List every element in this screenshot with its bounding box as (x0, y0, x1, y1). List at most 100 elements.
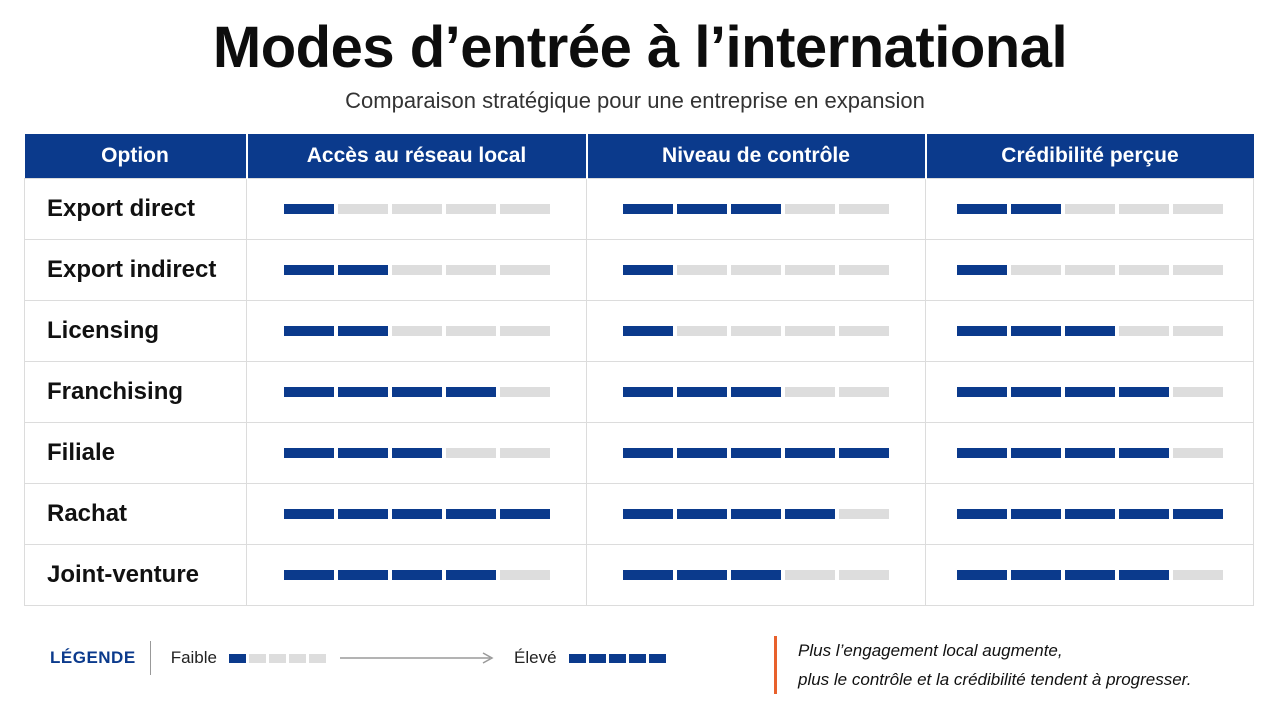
option-name: Rachat (24, 482, 247, 545)
rating-segment-filled (623, 447, 673, 458)
rating-cell (586, 421, 926, 484)
legend-segment-empty (309, 653, 326, 663)
option-name: Licensing (24, 299, 247, 362)
rating-cell (925, 238, 1254, 301)
rating-segment-empty (445, 264, 496, 275)
rating-segment-filled (785, 447, 835, 458)
rating-segment-empty (839, 203, 889, 214)
rating-segment-filled (731, 203, 781, 214)
rating-segment-empty (1118, 325, 1169, 336)
rating-segment-filled (337, 508, 388, 519)
rating-segment-filled (337, 569, 388, 580)
rating-segment-filled (283, 203, 334, 214)
option-name: Filiale (24, 421, 247, 484)
rating-segment-filled (337, 386, 388, 397)
rating-segment-filled (956, 569, 1007, 580)
rating-segment-filled (283, 264, 334, 275)
rating-segment-filled (623, 386, 673, 397)
rating-segment-filled (391, 386, 442, 397)
rating-segment-empty (839, 264, 889, 275)
rating-bar (587, 447, 925, 458)
legend-title: LÉGENDE (50, 648, 136, 667)
rating-segment-filled (283, 508, 334, 519)
legend-high-scale (568, 653, 666, 663)
rating-bar (587, 203, 925, 214)
rating-segment-filled (337, 264, 388, 275)
rating-bar (926, 386, 1253, 397)
rating-segment-filled (391, 447, 442, 458)
rating-cell (925, 299, 1254, 362)
rating-segment-filled (337, 447, 388, 458)
rating-segment-filled (283, 447, 334, 458)
rating-segment-filled (1064, 508, 1115, 519)
rating-segment-filled (1064, 569, 1115, 580)
legend: LÉGENDE Faible Élevé (50, 640, 666, 676)
rating-cell (246, 421, 587, 484)
legend-segment-empty (249, 653, 266, 663)
rating-segment-empty (785, 325, 835, 336)
rating-segment-filled (623, 203, 673, 214)
rating-cell (586, 543, 926, 606)
rating-bar (587, 264, 925, 275)
rating-segment-filled (1118, 508, 1169, 519)
rating-segment-empty (839, 386, 889, 397)
rating-segment-filled (956, 386, 1007, 397)
rating-bar (587, 325, 925, 336)
rating-bar (247, 203, 586, 214)
rating-segment-empty (499, 447, 550, 458)
rating-bar (587, 508, 925, 519)
table-row: Joint-venture (24, 543, 1254, 606)
table-row: Licensing (24, 299, 1254, 362)
rating-segment-empty (499, 569, 550, 580)
rating-segment-filled (283, 386, 334, 397)
table-body: Export direct Export indirect Licensing Fra… (24, 177, 1254, 606)
rating-segment-empty (731, 325, 781, 336)
rating-segment-filled (1064, 386, 1115, 397)
table-header-row: Option Accès au réseau local Niveau de c… (24, 134, 1254, 178)
table-row: Export direct (24, 177, 1254, 240)
rating-bar (926, 325, 1253, 336)
column-header-network-access: Accès au réseau local (245, 134, 587, 178)
rating-segment-empty (1118, 264, 1169, 275)
rating-segment-empty (1172, 569, 1223, 580)
rating-cell (246, 299, 587, 362)
option-name: Export indirect (24, 238, 247, 301)
rating-segment-empty (1172, 325, 1223, 336)
table-row: Export indirect (24, 238, 1254, 301)
rating-segment-filled (956, 447, 1007, 458)
legend-segment-filled (588, 653, 606, 663)
rating-segment-empty (499, 386, 550, 397)
rating-segment-filled (499, 508, 550, 519)
rating-segment-empty (499, 203, 550, 214)
rating-segment-empty (1118, 203, 1169, 214)
insight-note-line-1: Plus l’engagement local augmente, (798, 641, 1063, 660)
rating-segment-filled (1010, 508, 1061, 519)
rating-segment-filled (1010, 386, 1061, 397)
rating-cell (925, 177, 1254, 240)
rating-cell (246, 238, 587, 301)
rating-bar (926, 447, 1253, 458)
legend-segment-filled (628, 653, 646, 663)
rating-segment-empty (1172, 386, 1223, 397)
rating-segment-filled (956, 264, 1007, 275)
option-name: Joint-venture (24, 543, 247, 606)
rating-segment-filled (1010, 325, 1061, 336)
rating-segment-empty (785, 264, 835, 275)
rating-segment-filled (677, 569, 727, 580)
comparison-table: Option Accès au réseau local Niveau de c… (24, 134, 1254, 606)
rating-segment-filled (956, 325, 1007, 336)
rating-segment-filled (731, 447, 781, 458)
rating-segment-empty (1172, 447, 1223, 458)
insight-note-line-2: plus le contrôle et la crédibilité tende… (798, 670, 1192, 689)
rating-bar (247, 325, 586, 336)
rating-segment-empty (677, 325, 727, 336)
page-title: Modes d’entrée à l’international (212, 15, 1068, 80)
legend-segment-filled (608, 653, 626, 663)
legend-divider (149, 641, 151, 675)
rating-segment-filled (623, 569, 673, 580)
legend-low-scale (229, 653, 326, 663)
rating-segment-filled (623, 325, 673, 336)
rating-cell (586, 177, 926, 240)
rating-segment-empty (785, 386, 835, 397)
